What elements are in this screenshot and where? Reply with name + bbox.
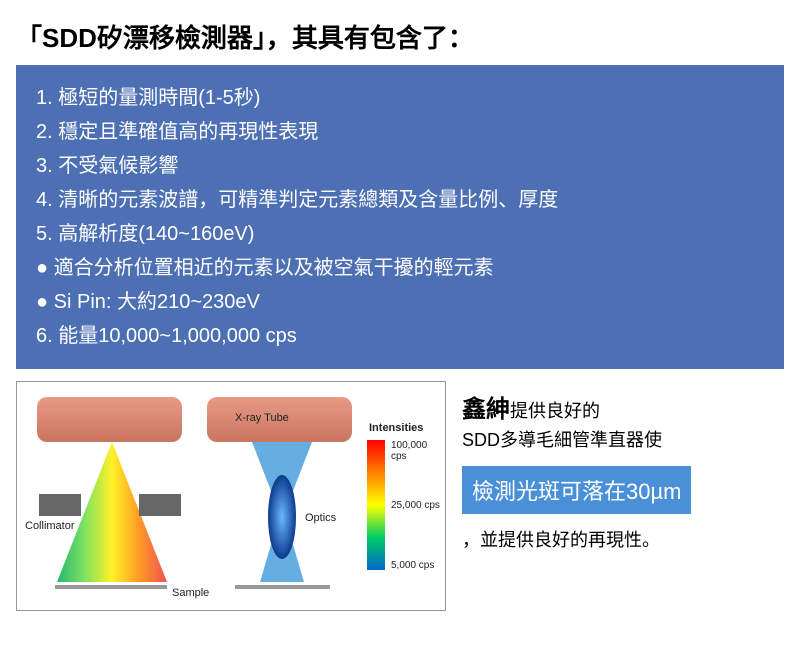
brand-line: 鑫紳提供良好的 [462, 389, 784, 424]
feature-line: 2. 穩定且準確值高的再現性表現 [36, 115, 764, 149]
feature-line: ● Si Pin: 大約210~230eV [36, 285, 764, 319]
collimator-right [139, 494, 181, 516]
intensity-bar [367, 440, 385, 570]
xray-diagram: X-ray Tube Collimator Sample Optics Intens… [16, 381, 446, 611]
collimator-label: Collimator [25, 520, 75, 532]
brand-name: 鑫紳 [462, 396, 510, 423]
feature-line: 3. 不受氣候影響 [36, 149, 764, 183]
page-title: 「SDD矽漂移檢測器」，其具有包含了： [0, 0, 800, 65]
feature-line: 5. 高解析度(140~160eV) [36, 217, 764, 251]
intensity-val-high: 100,000 cps [391, 440, 445, 462]
feature-line: 1. 極短的量測時間(1-5秒) [36, 81, 764, 115]
feature-line: 6. 能量10,000~1,000,000 cps [36, 319, 764, 353]
feature-line: 4. 清晰的元素波譜，可精準判定元素總類及含量比例、厚度 [36, 183, 764, 217]
optics-lens [262, 472, 302, 562]
tail-line: ，並提供良好的再現性。 [462, 526, 784, 552]
collimator-left [39, 494, 81, 516]
brand-tail: 提供良好的 [510, 401, 600, 421]
optics-label: Optics [305, 512, 336, 524]
intensity-val-mid: 25,000 cps [391, 500, 440, 511]
sample-label: Sample [172, 587, 209, 599]
sample-right [235, 585, 330, 589]
intensities-title: Intensities [369, 422, 423, 434]
right-text-panel: 鑫紳提供良好的 SDD多導毛細管準直器使 檢測光斑可落在30µm ，並提供良好的… [462, 381, 784, 611]
sub-line: SDD多導毛細管準直器使 [462, 426, 784, 452]
beam-left [52, 442, 172, 592]
bottom-row: X-ray Tube Collimator Sample Optics Intens… [16, 381, 784, 611]
xray-tube-left [37, 397, 182, 442]
intensity-val-low: 5,000 cps [391, 560, 434, 571]
sample-left [55, 585, 167, 589]
xray-tube-label: X-ray Tube [235, 412, 289, 424]
feature-line: ● 適合分析位置相近的元素以及被空氣干擾的輕元素 [36, 251, 764, 285]
features-box: 1. 極短的量測時間(1-5秒)2. 穩定且準確值高的再現性表現3. 不受氣候影… [16, 65, 784, 369]
highlight-box: 檢測光斑可落在30µm [462, 466, 691, 514]
